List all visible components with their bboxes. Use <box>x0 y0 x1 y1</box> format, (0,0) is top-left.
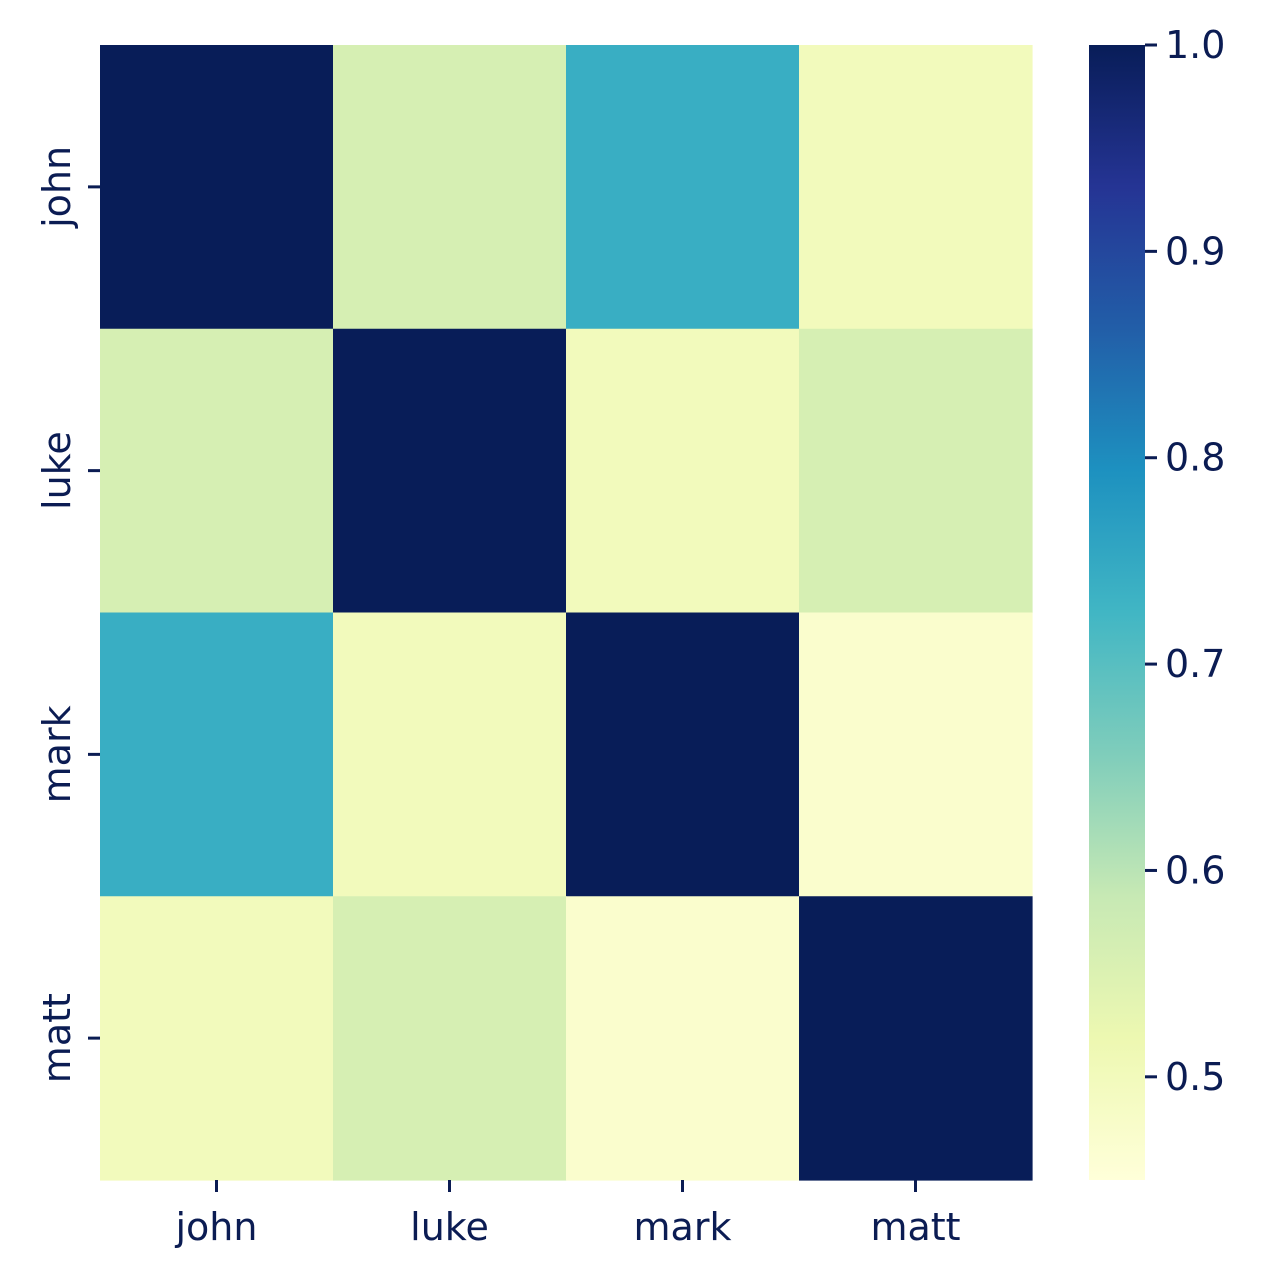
x-tick-label: mark <box>634 1205 732 1249</box>
y-axis: john luke mark matt <box>35 146 100 1083</box>
heatmap-cell-luke-mark <box>566 328 800 614</box>
heatmap-cell-john-matt <box>799 45 1033 330</box>
heatmap-cell-mark-john <box>100 612 334 897</box>
heatmap-cells <box>100 45 1033 1181</box>
heatmap-cell-luke-luke <box>333 328 567 614</box>
colorbar-tick-label: 0.5 <box>1165 1055 1225 1099</box>
y-tick-label: john <box>35 146 79 229</box>
heatmap-cell-mark-mark <box>566 612 800 897</box>
colorbar-tick-label: 0.6 <box>1165 848 1225 892</box>
colorbar <box>1089 45 1145 1180</box>
heatmap-cell-mark-matt <box>799 612 1033 897</box>
heatmap-cell-john-john <box>100 45 334 330</box>
heatmap-cell-john-luke <box>333 45 567 330</box>
y-tick-label: mark <box>35 705 79 803</box>
colorbar-tick-label: 0.8 <box>1165 436 1225 480</box>
heatmap-cell-luke-matt <box>799 328 1033 614</box>
colorbar-axis: 0.5 0.6 0.7 0.8 0.9 1.0 <box>1145 23 1225 1099</box>
x-tick-label: matt <box>870 1205 960 1249</box>
x-tick-label: john <box>175 1205 258 1249</box>
colorbar-tick-label: 0.9 <box>1165 229 1225 273</box>
colorbar-tick-label: 0.7 <box>1165 642 1225 686</box>
heatmap-cell-luke-john <box>100 328 334 614</box>
y-tick-label: matt <box>35 993 79 1083</box>
colorbar-tick-label: 1.0 <box>1165 23 1225 67</box>
heatmap-cell-mark-luke <box>333 612 567 897</box>
heatmap-cell-matt-mark <box>566 896 800 1181</box>
heatmap-cell-matt-matt <box>799 896 1033 1181</box>
heatmap-cell-matt-john <box>100 896 334 1181</box>
heatmap-cell-john-mark <box>566 45 800 330</box>
heatmap-cell-matt-luke <box>333 896 567 1181</box>
x-axis: john luke mark matt <box>175 1180 961 1249</box>
y-tick-label: luke <box>35 431 79 510</box>
x-tick-label: luke <box>410 1205 489 1249</box>
